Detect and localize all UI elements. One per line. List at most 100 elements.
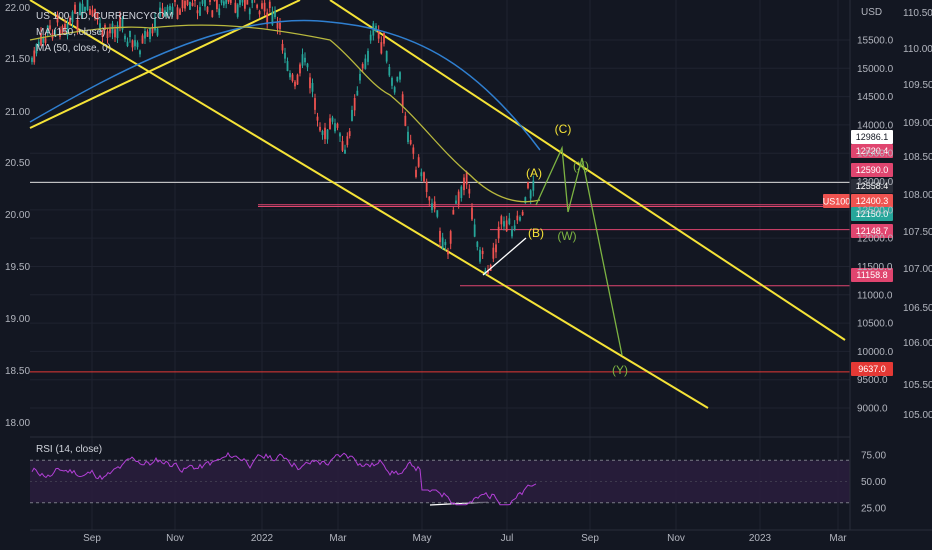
candle-body xyxy=(136,42,139,48)
candle-body xyxy=(89,8,91,15)
candle-body xyxy=(234,2,237,13)
candle-body xyxy=(359,73,361,81)
rsi-tick-label: 75.00 xyxy=(861,451,886,462)
legend: US 100, 1D, CURRENCYCOM MA (150, close) … xyxy=(36,7,882,455)
price-tag-label: 9637.0 xyxy=(858,364,886,374)
symbol-tag-bg xyxy=(823,194,850,208)
candle-body xyxy=(334,123,336,132)
candle-body xyxy=(189,1,191,10)
wave-labels: (A) (B) (C) (W) (X) (Y) xyxy=(526,122,628,377)
price-tag-bg xyxy=(851,268,893,282)
candle-body xyxy=(281,43,284,51)
candle-body xyxy=(169,5,171,11)
candle-body xyxy=(222,1,225,6)
candle-body xyxy=(101,30,104,37)
candle-body xyxy=(54,29,56,35)
left-tick-label: 21.50 xyxy=(5,54,30,65)
candle-body xyxy=(149,27,151,40)
price-tag-bg xyxy=(851,130,893,144)
candle-body xyxy=(452,210,455,215)
candle-body xyxy=(104,25,106,30)
candle-body xyxy=(296,74,299,85)
candle-body xyxy=(151,28,154,34)
candle-body xyxy=(227,0,230,2)
far-right-tick-label: 106.00 xyxy=(903,338,932,349)
candle-body xyxy=(344,149,346,154)
candle-body xyxy=(33,50,36,63)
usd-tick-label: 9500.0 xyxy=(857,375,888,386)
rsi-tick-label: 25.00 xyxy=(861,504,886,515)
date-tick-label: Mar xyxy=(829,533,847,544)
date-tick-label: 2023 xyxy=(749,533,772,544)
candle-body xyxy=(311,83,314,92)
price-tag-label: 12148.7 xyxy=(856,226,889,236)
candle-body xyxy=(431,203,433,211)
candle-body xyxy=(479,249,481,262)
moving-averages xyxy=(29,19,541,203)
candle-body xyxy=(401,94,404,108)
candle-body xyxy=(179,9,181,15)
candle-body xyxy=(76,19,79,32)
price-tag-label: 11158.8 xyxy=(856,270,887,280)
candle-body xyxy=(428,196,431,201)
rising-trendline xyxy=(482,237,527,276)
candle-body xyxy=(356,90,359,96)
candle-body xyxy=(500,216,503,225)
candle-body xyxy=(532,180,535,191)
candle-body xyxy=(369,34,372,41)
far-right-tick-label: 109.50 xyxy=(903,80,932,91)
candle-body xyxy=(256,4,259,8)
candle-body xyxy=(99,23,101,30)
usd-tick-label: 14000.0 xyxy=(857,120,894,131)
date-tick-label: Sep xyxy=(83,533,101,544)
candle-body xyxy=(375,25,377,32)
ma150-legend[interactable]: MA (150, close) xyxy=(36,27,105,38)
candle-body xyxy=(329,118,331,130)
grid xyxy=(30,0,850,530)
candle-body xyxy=(184,0,186,9)
axis-currency-label: USD xyxy=(861,7,882,18)
candle-body xyxy=(348,131,351,137)
candle-body xyxy=(417,157,420,167)
candle-body xyxy=(114,29,116,38)
candle-body xyxy=(64,24,66,30)
candle-body xyxy=(449,231,452,244)
candle-body xyxy=(248,8,251,15)
ma50-legend[interactable]: MA (50, close, 0) xyxy=(36,43,111,54)
rsi-legend[interactable]: RSI (14, close) xyxy=(36,444,102,455)
candle-body xyxy=(166,6,169,16)
far-right-tick-label: 106.50 xyxy=(903,303,932,314)
candle-body xyxy=(174,0,176,2)
price-levels: 12986.1 12720.4 12590.0 12558.4 12400.3 12150… xyxy=(30,130,893,376)
symbol-tag-label: US100 xyxy=(823,197,851,207)
far-right-tick-label: 110.50 xyxy=(903,8,932,19)
far-right-tick-label: 110.00 xyxy=(903,44,932,55)
candle-body xyxy=(455,200,457,204)
candle-body xyxy=(321,130,324,135)
candle-body xyxy=(279,22,281,30)
candle-body xyxy=(124,35,126,40)
price-tag-bg xyxy=(851,179,893,193)
candle-body xyxy=(86,0,89,11)
candle-body xyxy=(201,0,204,4)
candle-body xyxy=(412,147,415,154)
candle-body xyxy=(44,38,47,43)
candle-body xyxy=(505,220,508,232)
candle-body xyxy=(415,169,417,177)
candle-body xyxy=(129,30,131,38)
candle-body xyxy=(503,221,505,227)
candle-body xyxy=(121,18,124,30)
candle-body xyxy=(460,186,463,199)
candle-body xyxy=(447,251,449,255)
candle-body xyxy=(383,32,385,44)
candle-body xyxy=(74,4,76,14)
candle-body xyxy=(364,58,367,69)
price-tag-bg xyxy=(851,194,893,208)
price-tag-label: 12400.3 xyxy=(856,196,889,206)
far-right-tick-label: 105.50 xyxy=(903,380,932,391)
usd-tick-label: 10500.0 xyxy=(857,319,894,330)
candle-body xyxy=(106,31,109,39)
candle-body xyxy=(196,10,199,14)
